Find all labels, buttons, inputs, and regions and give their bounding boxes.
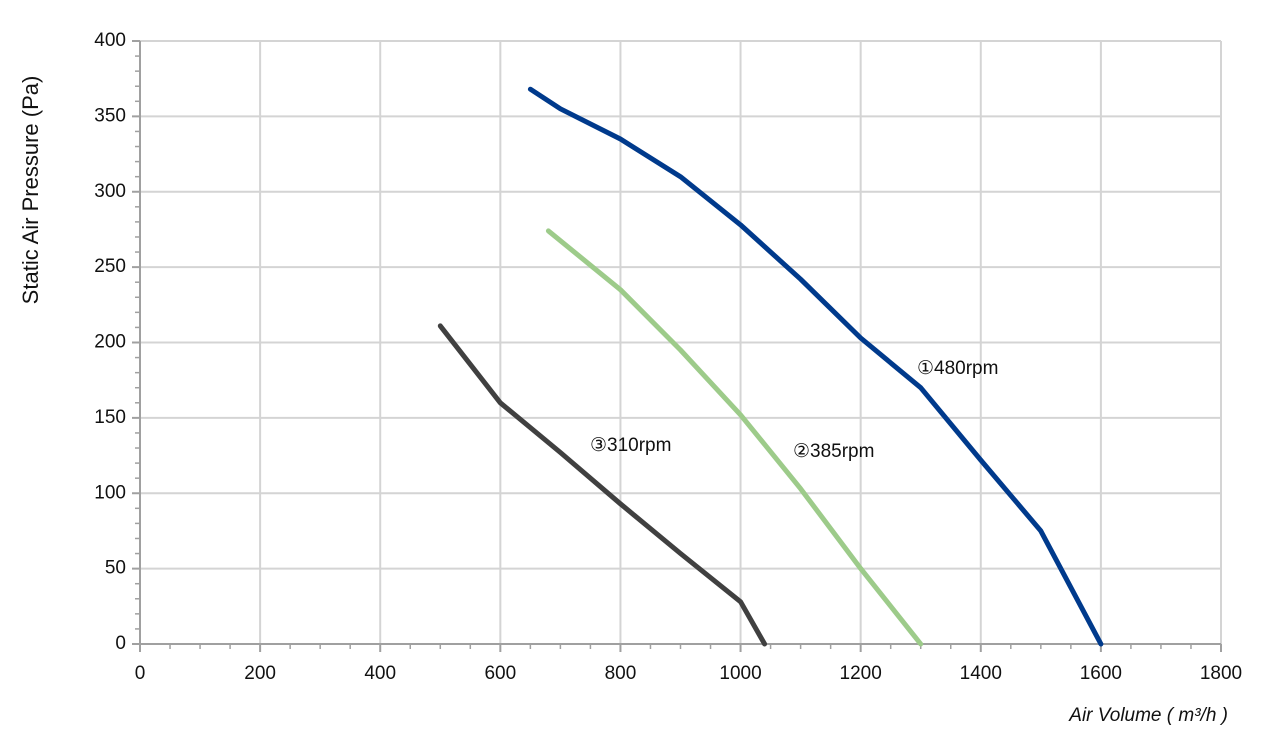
y-tick-label: 200 [94,332,126,353]
series-line [437,323,768,647]
x-tick-label: 1200 [840,663,882,684]
y-tick-label: 50 [105,558,126,579]
y-tick-label: 0 [115,633,126,654]
series-label: ③310rpm [590,435,671,456]
y-tick-label: 100 [94,482,126,503]
series-line [527,86,1104,647]
x-tick-label: 0 [135,663,146,684]
x-tick-label: 1800 [1200,663,1242,684]
x-tick-label: 1000 [719,663,761,684]
y-tick-label: 250 [94,256,126,277]
y-tick-label: 300 [94,181,126,202]
y-tick-label: 350 [94,105,126,126]
x-tick-label: 1400 [960,663,1002,684]
x-tick-label: 400 [364,663,396,684]
y-tick-label: 150 [94,407,126,428]
x-tick-label: 1600 [1080,663,1122,684]
x-tick-label: 200 [244,663,276,684]
series-line [545,228,924,647]
y-axis-label: Static Air Pressure (Pa) [18,76,43,305]
x-tick-label: 800 [605,663,637,684]
series-label: ①480rpm [917,358,998,379]
series-label: ②385rpm [793,441,874,462]
x-tick-label: 600 [484,663,516,684]
y-tick-label: 400 [94,30,126,51]
x-axis-label: Air Volume ( m³/h ) [1068,705,1228,726]
